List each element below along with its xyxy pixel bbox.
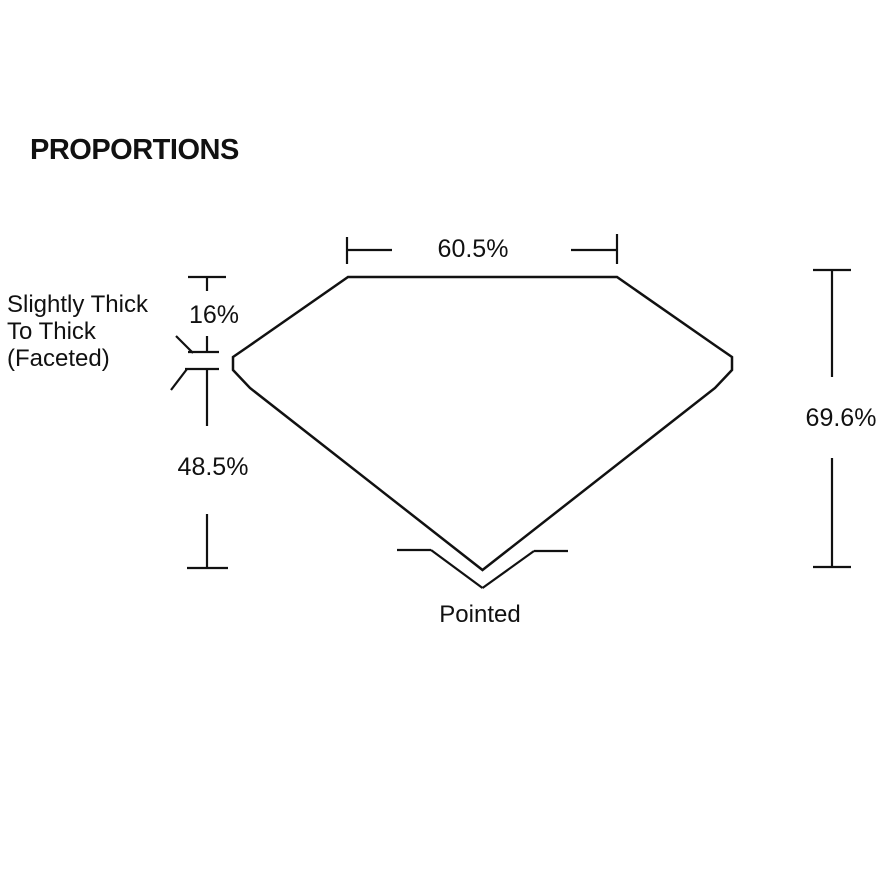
total-depth-dimension: 69.6% [806,268,877,569]
diagram-title: PROPORTIONS [30,134,239,166]
culet-right-diag [481,550,535,589]
diamond-outline [231,275,734,572]
girdle-label: Slightly Thick To Thick (Faceted) [7,291,149,372]
pavilion-depth-dimension: 48.5% [178,369,249,570]
culet-left-diag [430,549,484,589]
table-width-dimension: 60.5% [345,234,619,264]
girdle-label-line2: To Thick [7,318,97,345]
crown-height-dimension: 16% [188,275,239,352]
table-width-value: 60.5% [438,235,509,263]
girdle-lower-leader [170,368,188,391]
pavilion-depth-value: 48.5% [178,453,249,481]
girdle-label-line1: Slightly Thick [7,291,149,318]
crown-height-value: 16% [189,301,239,329]
girdle-indicator [170,335,219,391]
culet-indicator [397,548,568,589]
girdle-label-line3: (Faceted) [7,345,110,372]
girdle-upper-leader [175,335,194,354]
culet-label: Pointed [439,601,520,628]
total-depth-value: 69.6% [806,404,877,432]
